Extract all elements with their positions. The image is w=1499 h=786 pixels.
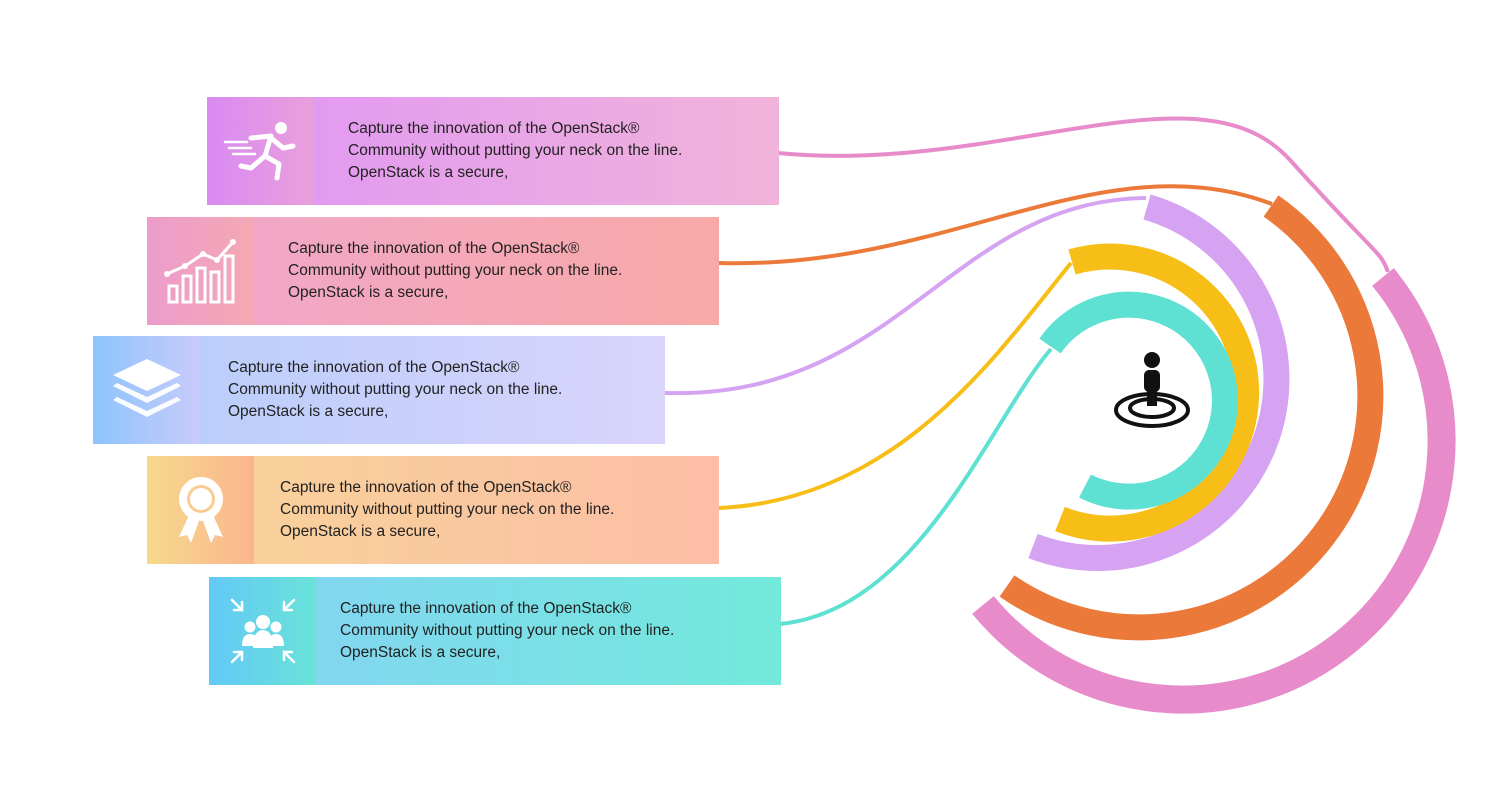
person-on-target-icon: [1114, 352, 1190, 428]
icon-box-4: [147, 456, 254, 564]
card-text: Capture the innovation of the OpenStack®…: [280, 479, 615, 540]
growth-bar-chart-icon: [163, 239, 236, 304]
running-person-icon: [223, 122, 295, 181]
team-focus-icon: [230, 598, 295, 664]
connector-line-5: [779, 347, 1053, 626]
arc-yellow: [1055, 243, 1260, 542]
info-card-5: Capture the innovation of the OpenStack®…: [209, 577, 781, 685]
connector-line-2: [718, 184, 1273, 266]
icon-box-3: [93, 336, 200, 444]
arc-teal: [1039, 291, 1238, 510]
info-card-2: Capture the innovation of the OpenStack®…: [147, 217, 719, 325]
card-text: Capture the innovation of the OpenStack®…: [340, 600, 675, 661]
award-ribbon-icon: [178, 477, 223, 543]
card-text: Capture the innovation of the OpenStack®…: [288, 240, 623, 301]
icon-box-5: [209, 577, 316, 685]
arc-pink: [972, 268, 1456, 714]
arc-orange: [999, 195, 1384, 641]
icon-box-1: [207, 97, 314, 205]
card-text: Capture the innovation of the OpenStack®…: [348, 120, 683, 181]
connector-line-1: [777, 116, 1390, 273]
info-card-4: Capture the innovation of the OpenStack®…: [147, 456, 719, 564]
info-card-1: Capture the innovation of the OpenStack®…: [207, 97, 779, 205]
info-card-3: Capture the innovation of the OpenStack®…: [93, 336, 665, 444]
card-text: Capture the innovation of the OpenStack®…: [228, 359, 563, 420]
icon-box-2: [147, 217, 254, 325]
arc-purple: [1028, 194, 1290, 571]
stacked-layers-icon: [112, 359, 181, 417]
connector-line-3: [664, 196, 1147, 396]
connector-line-4: [718, 261, 1073, 510]
